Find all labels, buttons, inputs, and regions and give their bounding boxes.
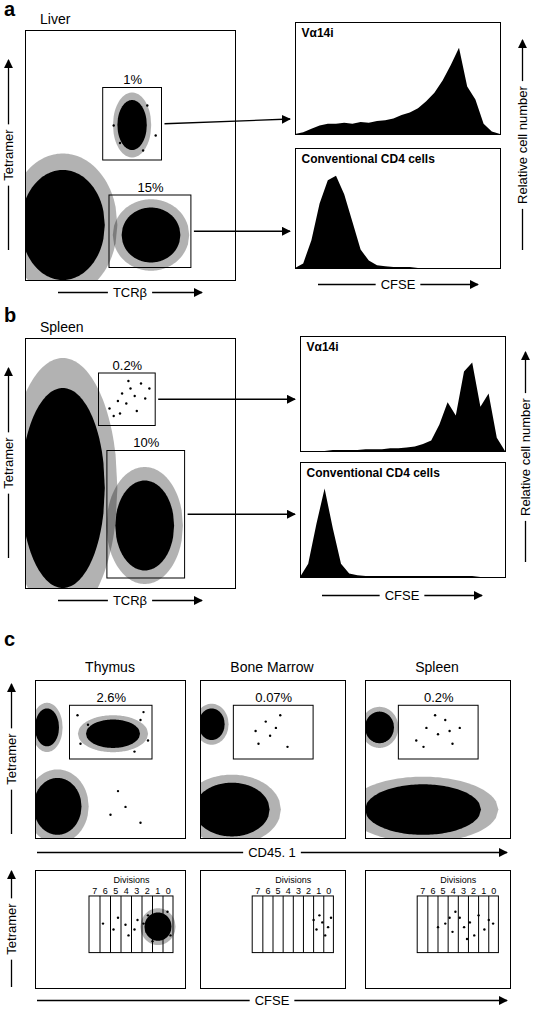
svg-text:0.2%: 0.2% bbox=[424, 690, 454, 705]
svg-text:Liver: Liver bbox=[40, 11, 71, 27]
svg-text:0: 0 bbox=[166, 886, 171, 896]
svg-text:1: 1 bbox=[481, 886, 486, 896]
svg-text:7: 7 bbox=[255, 886, 260, 896]
svg-text:0: 0 bbox=[326, 886, 331, 896]
svg-text:Tetramer: Tetramer bbox=[4, 903, 19, 955]
svg-text:6: 6 bbox=[265, 886, 270, 896]
svg-text:2: 2 bbox=[471, 886, 476, 896]
svg-text:0.2%: 0.2% bbox=[113, 358, 143, 373]
svg-text:TCRβ: TCRβ bbox=[113, 593, 147, 608]
svg-text:4: 4 bbox=[451, 886, 456, 896]
svg-text:Relative cell number: Relative cell number bbox=[515, 85, 530, 203]
svg-text:7: 7 bbox=[92, 886, 97, 896]
svg-text:2: 2 bbox=[145, 886, 150, 896]
svg-text:1: 1 bbox=[316, 886, 321, 896]
svg-text:Vα14i: Vα14i bbox=[302, 26, 334, 40]
svg-text:4: 4 bbox=[286, 886, 291, 896]
svg-text:Relative cell number: Relative cell number bbox=[518, 397, 533, 515]
svg-text:3: 3 bbox=[296, 886, 301, 896]
svg-text:c: c bbox=[4, 628, 15, 650]
svg-text:Thymus: Thymus bbox=[85, 659, 135, 675]
svg-text:4: 4 bbox=[124, 886, 129, 896]
svg-text:1%: 1% bbox=[123, 72, 142, 87]
svg-text:Divisions: Divisions bbox=[440, 875, 477, 885]
svg-text:6: 6 bbox=[103, 886, 108, 896]
svg-text:3: 3 bbox=[461, 886, 466, 896]
svg-text:a: a bbox=[4, 0, 16, 20]
svg-text:Conventional CD4 cells: Conventional CD4 cells bbox=[307, 466, 441, 480]
svg-text:Spleen: Spleen bbox=[415, 659, 459, 675]
svg-text:3: 3 bbox=[134, 886, 139, 896]
svg-text:CD45. 1: CD45. 1 bbox=[248, 845, 296, 860]
svg-text:5: 5 bbox=[113, 886, 118, 896]
svg-text:CFSE: CFSE bbox=[385, 588, 420, 603]
svg-text:6: 6 bbox=[430, 886, 435, 896]
svg-text:5: 5 bbox=[441, 886, 446, 896]
svg-text:10%: 10% bbox=[133, 435, 159, 450]
svg-text:TCRβ: TCRβ bbox=[113, 285, 147, 300]
svg-text:Tetramer: Tetramer bbox=[1, 437, 16, 489]
svg-text:Spleen: Spleen bbox=[40, 319, 84, 335]
svg-text:7: 7 bbox=[420, 886, 425, 896]
svg-text:Divisions: Divisions bbox=[275, 875, 312, 885]
svg-text:Tetramer: Tetramer bbox=[1, 129, 16, 181]
svg-text:Divisions: Divisions bbox=[113, 875, 150, 885]
svg-text:CFSE: CFSE bbox=[255, 993, 290, 1008]
svg-text:5: 5 bbox=[276, 886, 281, 896]
svg-text:0.07%: 0.07% bbox=[255, 690, 292, 705]
svg-text:Conventional CD4 cells: Conventional CD4 cells bbox=[302, 152, 436, 166]
svg-text:2.6%: 2.6% bbox=[96, 690, 126, 705]
svg-text:Tetramer: Tetramer bbox=[4, 733, 19, 785]
svg-text:Bone Marrow: Bone Marrow bbox=[230, 659, 314, 675]
svg-text:2: 2 bbox=[306, 886, 311, 896]
svg-text:15%: 15% bbox=[137, 180, 163, 195]
svg-text:Vα14i: Vα14i bbox=[307, 340, 339, 354]
svg-text:0: 0 bbox=[491, 886, 496, 896]
svg-text:b: b bbox=[4, 304, 16, 326]
svg-text:1: 1 bbox=[155, 886, 160, 896]
svg-text:CFSE: CFSE bbox=[381, 277, 416, 292]
